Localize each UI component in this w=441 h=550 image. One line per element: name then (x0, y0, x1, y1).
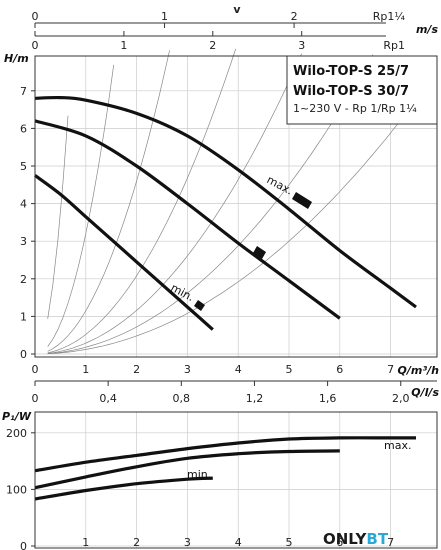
velocity-label: v (233, 3, 241, 16)
flow-ls-tick-label: 0 (32, 392, 39, 405)
flow-ls-axis: Q/l/s 0 0,4 0,8 1,2 1,6 2,0 (32, 380, 439, 405)
speed-marker-min (194, 300, 205, 311)
power-axis-label: P₁/W (2, 410, 32, 423)
power-x-tick-label: 7 (387, 536, 394, 549)
flow-m3h-tick-label: 7 (387, 363, 394, 376)
power-label-max: max. (384, 439, 411, 452)
flow-ls-tick-label: 0,8 (173, 392, 191, 405)
power-x-tick-label: 2 (133, 536, 140, 549)
watermark-part-2: BT (366, 530, 388, 548)
speed-marker-mid (253, 246, 266, 259)
flow-m3h-tick-label: 4 (235, 363, 242, 376)
power-x-tick-label: 5 (286, 536, 293, 549)
rp1-tick-label: 2 (209, 39, 216, 52)
system-curve (47, 115, 69, 319)
power-chart-frame (34, 411, 438, 549)
system-curve (47, 64, 115, 347)
rp1-tick-label: 0 (32, 39, 39, 52)
speed-marker-max (292, 192, 312, 209)
head-tick-label: 3 (20, 235, 27, 248)
rp114-tick-label: 2 (291, 10, 298, 23)
title-line-2: Wilo-TOP-S 30/7 (293, 84, 409, 99)
power-x-tick-label: 6 (336, 536, 343, 549)
power-x-tick-label: 1 (82, 536, 89, 549)
head-chart: 0 1 2 3 4 5 6 7 0 1 2 3 4 5 6 7 H/m Q/m³/h Wilo-TOP-S 2… (4, 48, 440, 377)
flow-ls-tick-label: 0,4 (99, 392, 117, 405)
flow-m3h-tick-label: 2 (133, 363, 140, 376)
system-curve (47, 75, 435, 355)
flow-m3h-tick-label: 1 (82, 363, 89, 376)
rp114-tick-label: 0 (32, 10, 39, 23)
head-chart-frame (34, 55, 438, 358)
head-tick-label: 7 (20, 85, 27, 98)
rp114-label: Rp1¼ (373, 10, 406, 23)
svg-text:ONLYBT: ONLYBT (323, 530, 389, 548)
power-curve-max (34, 436, 416, 473)
watermark-part-1: ONLY (323, 530, 368, 548)
head-tick-label: 0 (20, 348, 27, 361)
flow-ls-axis-label: Q/l/s (411, 386, 439, 399)
flow-m3h-axis-label: Q/m³/h (398, 364, 440, 377)
rp1-label: Rp1 (383, 39, 405, 52)
flow-ls-tick-label: 2,0 (392, 392, 410, 405)
head-curve-min (34, 174, 214, 331)
flow-m3h-tick-label: 5 (286, 363, 293, 376)
head-tick-label: 1 (20, 310, 27, 323)
power-tick-label: 200 (6, 427, 27, 440)
flow-m3h-tick-label: 3 (184, 363, 191, 376)
head-curve-mid (34, 119, 341, 320)
head-tick-label: 5 (20, 160, 27, 173)
velocity-unit: m/s (416, 23, 438, 36)
head-tick-label: 2 (20, 273, 27, 286)
power-label-min: min. (187, 468, 211, 481)
head-curve-max (34, 95, 417, 309)
system-curve (47, 48, 237, 354)
system-curve (47, 53, 303, 354)
head-tick-label: 6 (20, 122, 27, 135)
system-curve (47, 54, 374, 354)
head-axis-label: H/m (4, 52, 29, 65)
velocity-axes: v m/s Rp1¼ Rp1 0 1 2 0 1 2 3 (32, 3, 439, 52)
rp1-tick-label: 3 (298, 39, 305, 52)
power-tick-label: 0 (20, 540, 27, 550)
power-x-tick-label: 3 (184, 536, 191, 549)
onlybt-watermark: ONLYBT (323, 530, 389, 548)
power-curve-min (34, 476, 213, 501)
title-line-3: 1~230 V - Rp 1/Rp 1¼ (293, 102, 417, 115)
power-x-tick-label: 4 (235, 536, 242, 549)
head-tick-label: 4 (20, 198, 27, 211)
title-box: Wilo-TOP-S 25/7 Wilo-TOP-S 30/7 1~230 V … (286, 55, 438, 125)
system-curve (47, 50, 170, 352)
flow-m3h-tick-label: 0 (32, 363, 39, 376)
rp1-tick-label: 1 (120, 39, 127, 52)
title-line-1: Wilo-TOP-S 25/7 (293, 64, 409, 79)
power-curve-mid (34, 449, 340, 490)
flow-ls-tick-label: 1,6 (319, 392, 337, 405)
power-tick-label: 100 (6, 483, 27, 496)
power-chart: 1 2 3 4 5 6 7 0 100 200 P₁/W max. min. (2, 410, 438, 550)
flow-ls-tick-label: 1,2 (246, 392, 264, 405)
flow-m3h-tick-label: 6 (336, 363, 343, 376)
rp114-tick-label: 1 (161, 10, 168, 23)
